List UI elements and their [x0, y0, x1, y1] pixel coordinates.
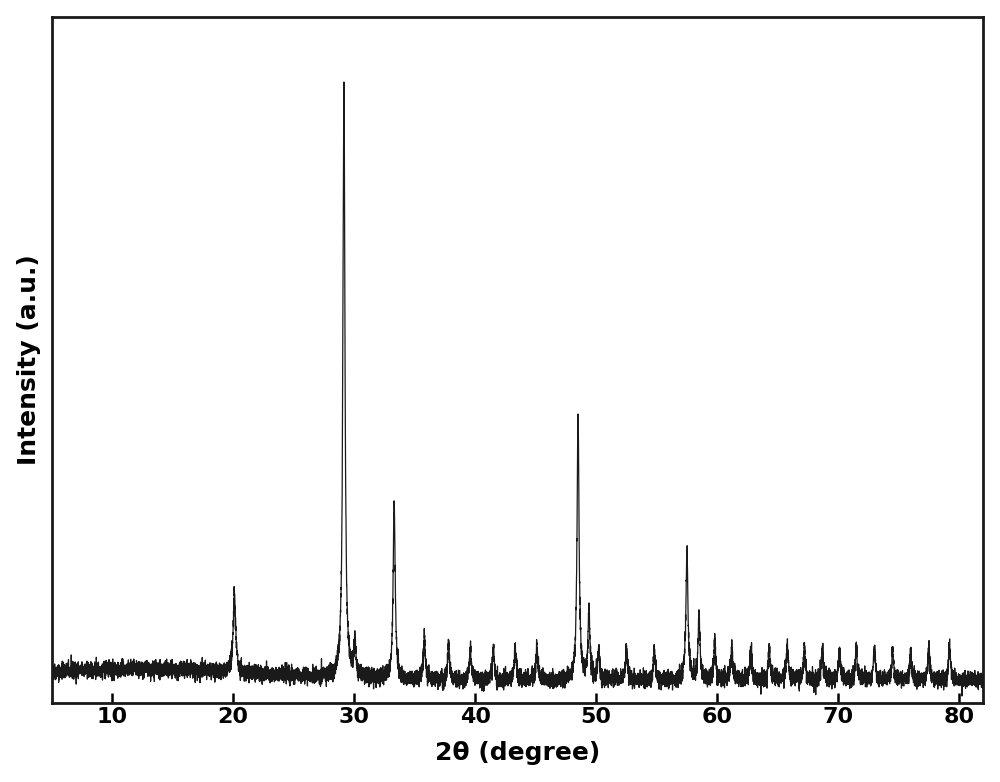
X-axis label: 2θ (degree): 2θ (degree) — [435, 741, 600, 766]
Y-axis label: Intensity (a.u.): Intensity (a.u.) — [17, 254, 41, 465]
